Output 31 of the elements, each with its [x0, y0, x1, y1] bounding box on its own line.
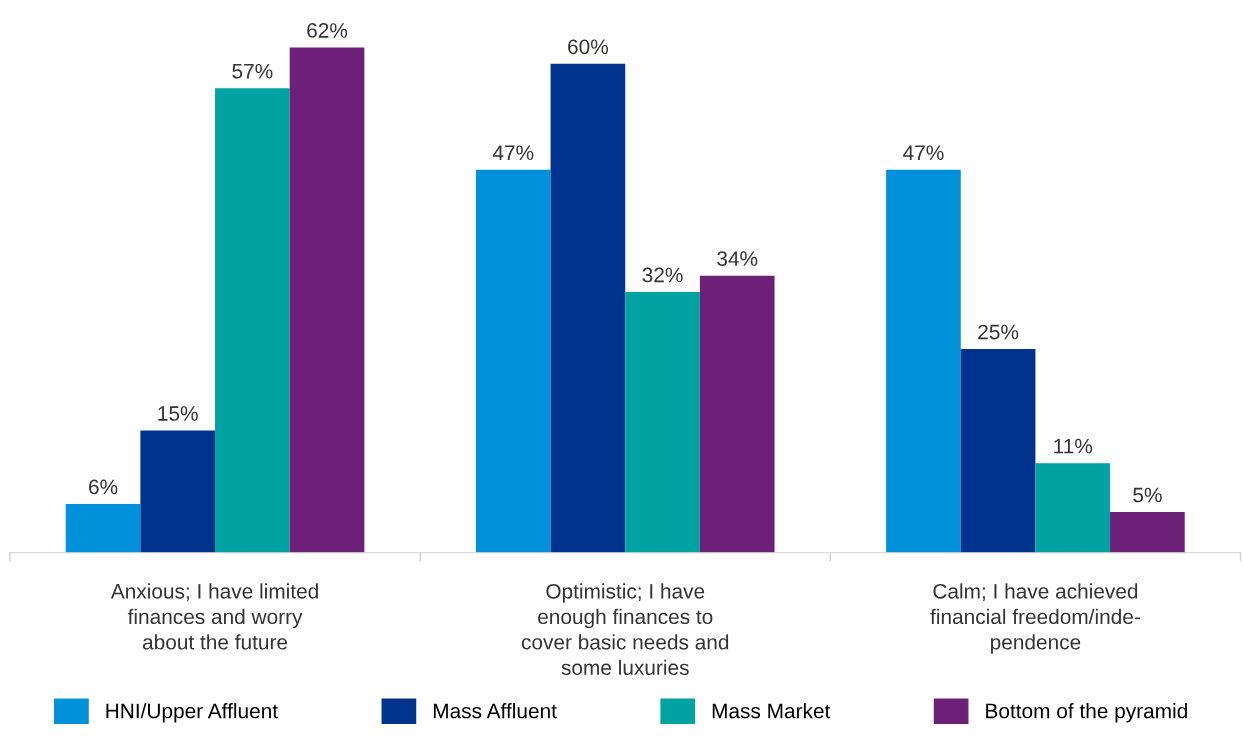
data-label: 15% [158, 406, 198, 421]
legend-label: HNI/Upper Affluent [106, 703, 278, 723]
data-label: 47% [903, 145, 944, 161]
bar [289, 47, 365, 553]
x-tick-label: Calm; I have achieved financial freedom/inde- pendence [930, 583, 1140, 654]
bar [1110, 512, 1185, 553]
x-tick-label: Optimistic; I have enough finances to cover basic needs and some luxuries [521, 583, 729, 676]
data-label: 32% [642, 267, 683, 283]
bar [550, 63, 626, 553]
bar [215, 88, 290, 553]
bar [625, 292, 700, 553]
x-tick-label: Anxious; I have limited finances and worry about the future [110, 583, 318, 650]
bar [140, 430, 216, 553]
data-label: 11% [1054, 438, 1093, 454]
data-label: 60% [568, 39, 609, 55]
bar [65, 503, 141, 553]
bar [1035, 463, 1111, 553]
data-label: 34% [717, 251, 758, 267]
legend-label: Bottom of the pyramid [986, 703, 1187, 723]
bar [960, 349, 1036, 553]
data-label: 25% [978, 324, 1019, 340]
bar [475, 169, 551, 553]
legend-label: Mass Affluent [433, 703, 557, 719]
bar [699, 275, 775, 553]
data-label: 6% [89, 479, 118, 495]
data-label: 62% [307, 23, 348, 38]
data-label: 57% [232, 63, 273, 79]
legend-label: Mass Market [712, 703, 831, 719]
data-label: 5% [1133, 487, 1162, 503]
data-label: 47% [492, 145, 534, 161]
bar [886, 169, 961, 553]
